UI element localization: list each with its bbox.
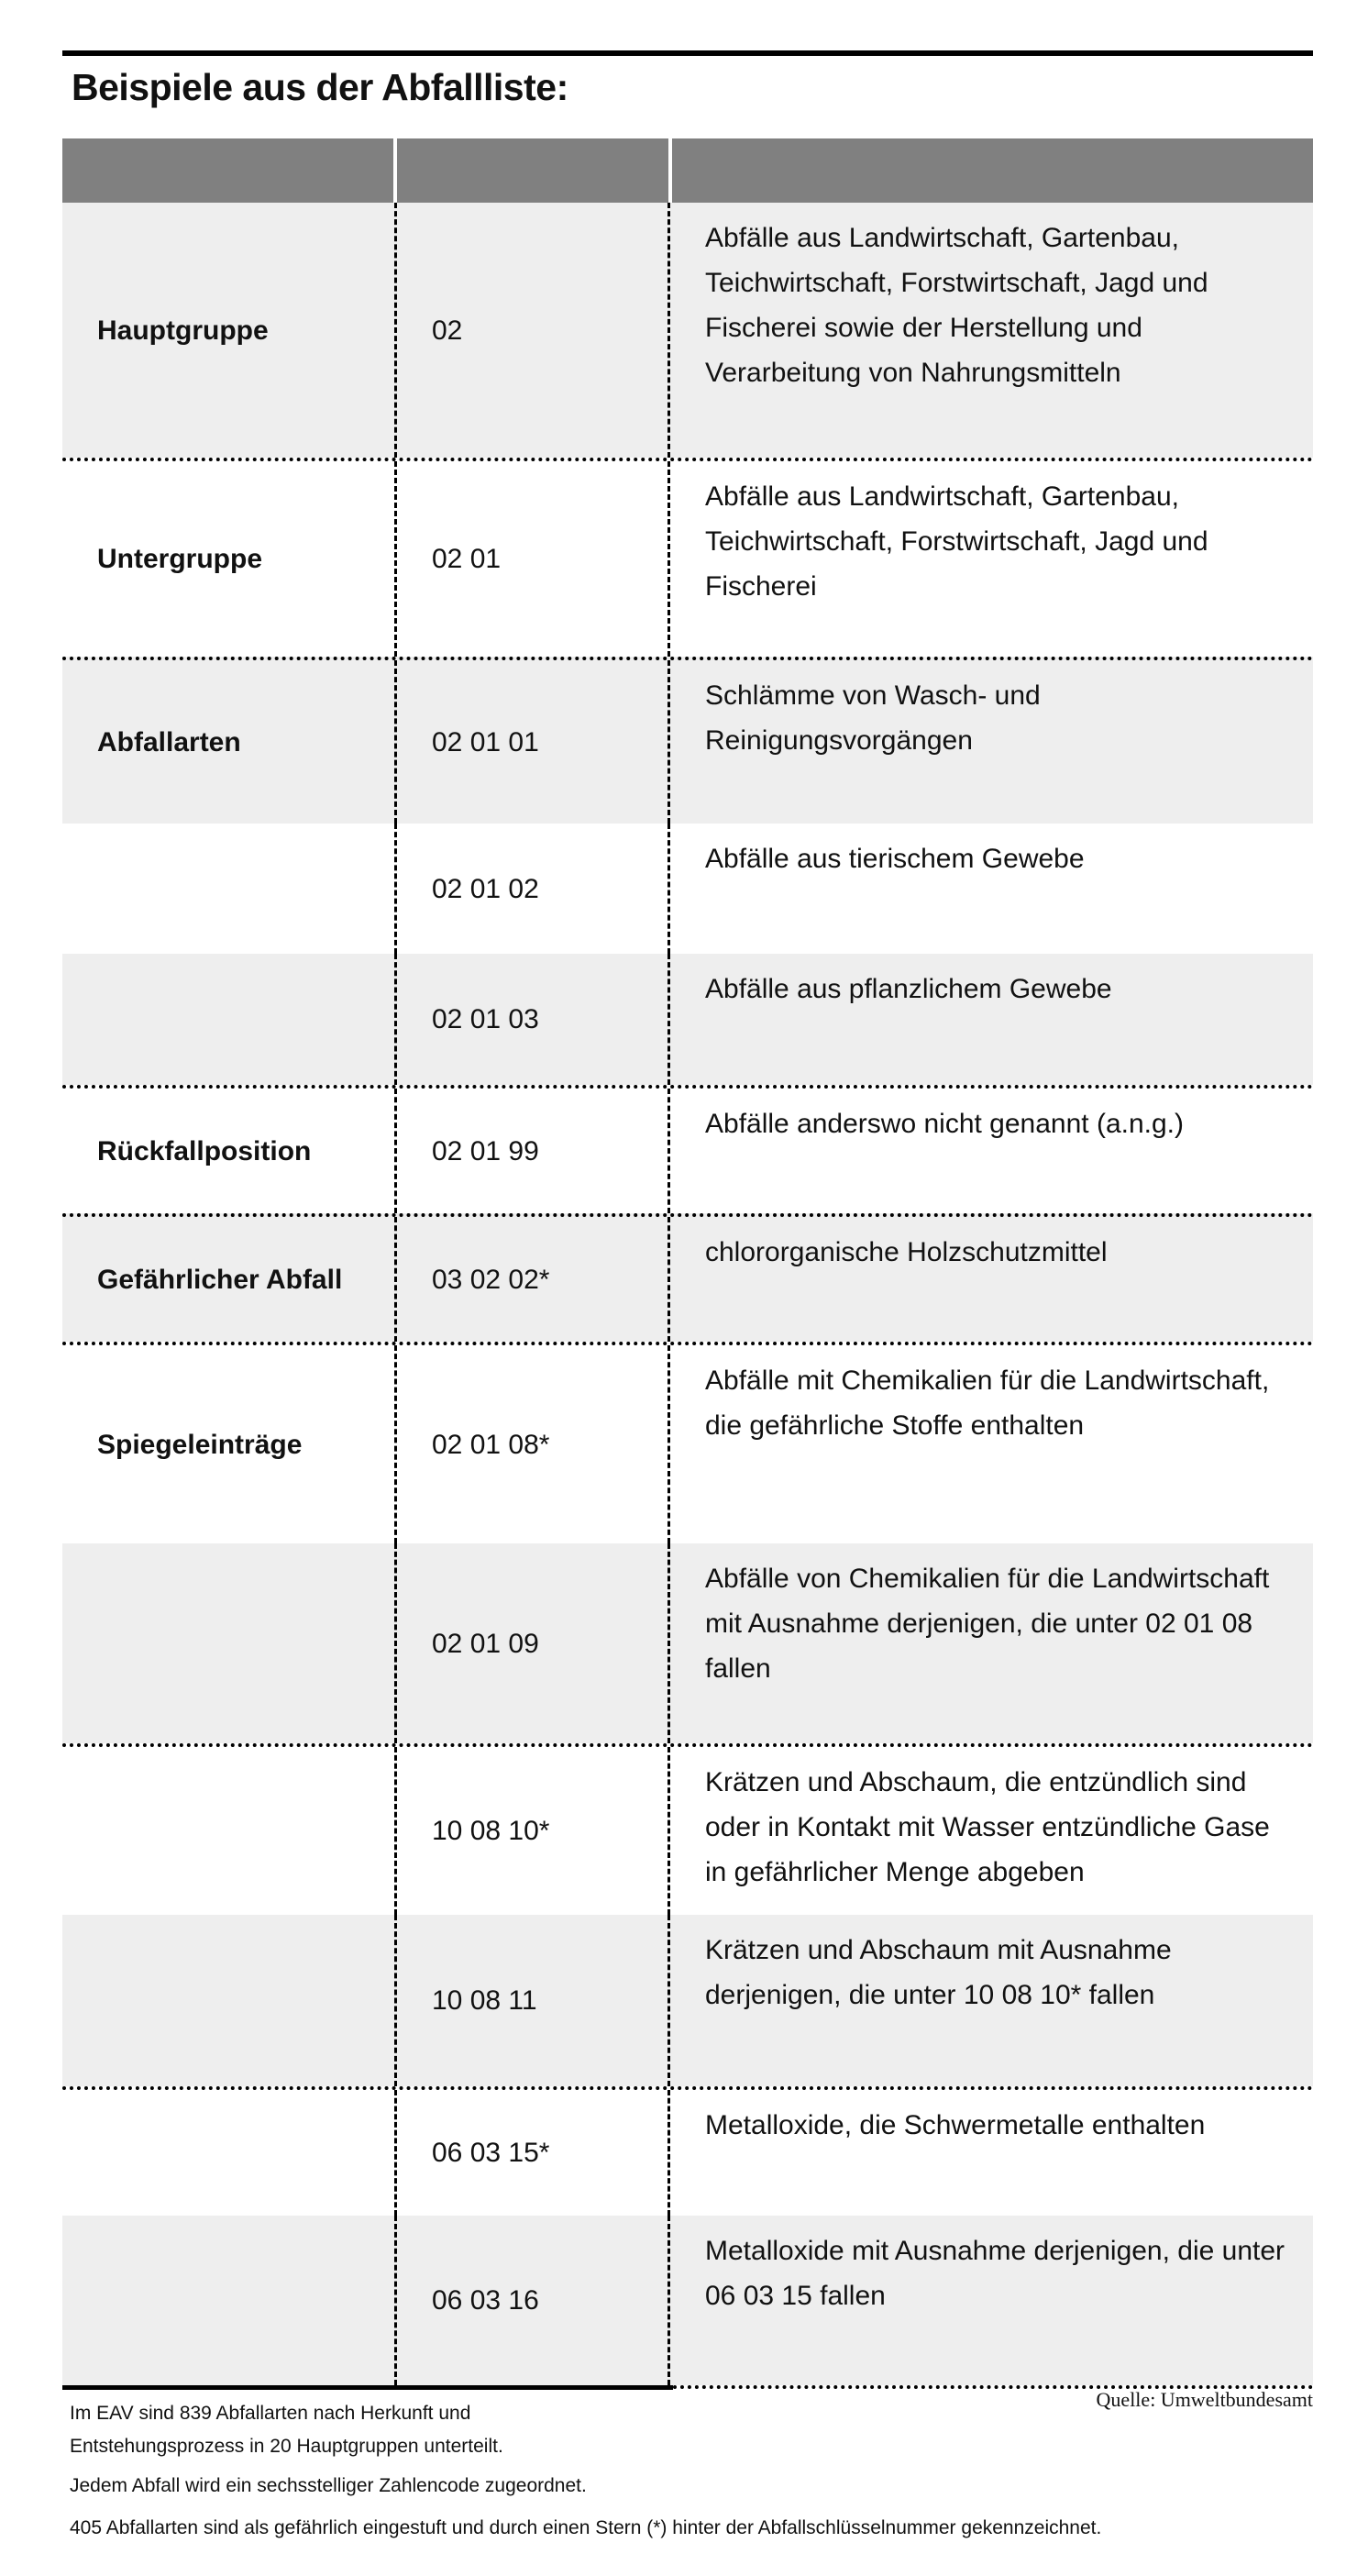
code-cell-text: 02 01 08* xyxy=(432,1429,550,1460)
description-cell-text: chlororganische Holzschutzmittel xyxy=(705,1237,1108,1267)
table-body: Hauptgruppe 02 Abfälle aus Landwirtschaft,… xyxy=(62,203,1313,2385)
header-cell-category xyxy=(62,138,394,203)
code-cell-text: 06 03 15* xyxy=(432,2138,550,2168)
code-cell-text: 02 01 09 xyxy=(432,1628,539,1659)
description-cell: Abfälle mit Chemikalien für die Landwirt… xyxy=(667,1345,1309,1543)
code-cell: 02 01 02 xyxy=(394,824,667,954)
category-cell-text: Untergruppe xyxy=(97,544,262,574)
description-cell: Metalloxide mit Ausnahme derjenigen, die… xyxy=(667,2216,1309,2385)
description-cell: Abfälle aus pflanzlichem Gewebe xyxy=(667,954,1309,1085)
description-cell-text: Abfälle mit Chemikalien für die Landwirt… xyxy=(705,1365,1270,1441)
category-cell: Untergruppe xyxy=(62,461,394,657)
footer-note: Entstehungsprozess in 20 Hauptgruppen un… xyxy=(70,2436,503,2457)
page-title: Beispiele aus der Abfallliste: xyxy=(72,66,568,108)
description-cell-text: Krätzen und Abschaum mit Ausnahme derjen… xyxy=(705,1935,1172,2010)
table-header xyxy=(62,138,1313,203)
table-row: Abfallarten 02 01 01 Schlämme von Wasch- u… xyxy=(62,657,1313,824)
code-cell-text: 03 02 02* xyxy=(432,1264,550,1295)
code-cell-text: 02 01 03 xyxy=(432,1004,539,1034)
code-cell: 02 01 99 xyxy=(394,1089,667,1213)
table-row: 02 01 09 Abfälle von Chemikalien für die … xyxy=(62,1543,1313,1743)
code-cell: 02 xyxy=(394,203,667,458)
category-cell-text: Abfallarten xyxy=(97,726,241,757)
description-cell: chlororganische Holzschutzmittel xyxy=(667,1217,1309,1342)
code-cell-text: 02 xyxy=(432,315,463,346)
source-note: Quelle: Umweltbundesamt xyxy=(1096,2388,1313,2411)
top-rule xyxy=(62,50,1313,56)
table-row: Rückfallposition 02 01 99 Abfälle anderswo… xyxy=(62,1085,1313,1213)
code-cell-text: 02 01 xyxy=(432,544,502,574)
category-cell-text: Spiegeleinträge xyxy=(97,1429,303,1460)
description-cell-text: Abfälle aus Landwirtschaft, Gartenbau, T… xyxy=(705,481,1208,602)
category-cell xyxy=(62,824,394,954)
header-cell-code xyxy=(397,138,669,203)
table-row: Gefährlicher Abfall 03 02 02* chlororganis… xyxy=(62,1213,1313,1342)
footer-note: Jedem Abfall wird ein sechsstelliger Zah… xyxy=(70,2475,587,2496)
category-cell xyxy=(62,1915,394,2086)
code-cell: 02 01 03 xyxy=(394,954,667,1085)
category-cell: Gefährlicher Abfall xyxy=(62,1217,394,1342)
category-cell: Rückfallposition xyxy=(62,1089,394,1213)
description-cell-text: Abfälle aus pflanzlichem Gewebe xyxy=(705,974,1112,1004)
description-cell: Abfälle anderswo nicht genannt (a.n.g.) xyxy=(667,1089,1309,1213)
table-row: Spiegeleinträge 02 01 08* Abfälle mit Che… xyxy=(62,1342,1313,1543)
category-cell xyxy=(62,2090,394,2216)
table-row: 02 01 03 Abfälle aus pflanzlichem Gewebe xyxy=(62,954,1313,1085)
description-cell: Krätzen und Abschaum, die entzündlich si… xyxy=(667,1747,1309,1915)
footer-note: 405 Abfallarten sind als gefährlich eing… xyxy=(70,2517,1102,2538)
code-cell: 03 02 02* xyxy=(394,1217,667,1342)
table-row: 06 03 16 Metalloxide mit Ausnahme derjeni… xyxy=(62,2216,1313,2385)
description-cell-text: Abfälle anderswo nicht genannt (a.n.g.) xyxy=(705,1109,1184,1139)
description-cell: Abfälle aus tierischem Gewebe xyxy=(667,824,1309,954)
table-row: 02 01 02 Abfälle aus tierischem Gewebe xyxy=(62,824,1313,954)
description-cell-text: Abfälle aus tierischem Gewebe xyxy=(705,844,1085,874)
category-cell xyxy=(62,1747,394,1915)
description-cell-text: Metalloxide mit Ausnahme derjenigen, die… xyxy=(705,2236,1285,2311)
description-cell-text: Abfälle von Chemikalien für die Landwirt… xyxy=(705,1564,1270,1684)
code-cell-text: 10 08 11 xyxy=(432,1985,537,2016)
code-cell-text: 02 01 01 xyxy=(432,726,539,757)
description-cell-text: Schlämme von Wasch- und Reinigungsvorgän… xyxy=(705,680,1041,756)
header-cell-description xyxy=(672,138,1313,203)
category-cell: Spiegeleinträge xyxy=(62,1345,394,1543)
code-cell: 02 01 01 xyxy=(394,660,667,824)
description-cell: Abfälle aus Landwirtschaft, Gartenbau, T… xyxy=(667,461,1309,657)
waste-list-table: Hauptgruppe 02 Abfälle aus Landwirtschaft,… xyxy=(62,138,1313,2390)
category-cell xyxy=(62,1543,394,1743)
code-cell: 10 08 10* xyxy=(394,1747,667,1915)
category-cell: Abfallarten xyxy=(62,660,394,824)
footer-note: Im EAV sind 839 Abfallarten nach Herkunf… xyxy=(70,2403,471,2424)
code-cell-text: 02 01 99 xyxy=(432,1135,539,1166)
code-cell: 02 01 xyxy=(394,461,667,657)
code-cell: 10 08 11 xyxy=(394,1915,667,2086)
category-cell-text: Hauptgruppe xyxy=(97,315,269,346)
description-cell: Metalloxide, die Schwermetalle enthalten xyxy=(667,2090,1309,2216)
description-cell: Krätzen und Abschaum mit Ausnahme derjen… xyxy=(667,1915,1309,2086)
table-row: 10 08 10* Krätzen und Abschaum, die entzü… xyxy=(62,1743,1313,1915)
table-row: 06 03 15* Metalloxide, die Schwermetalle … xyxy=(62,2086,1313,2216)
description-cell: Abfälle von Chemikalien für die Landwirt… xyxy=(667,1543,1309,1743)
category-cell xyxy=(62,954,394,1085)
description-cell: Abfälle aus Landwirtschaft, Gartenbau, T… xyxy=(667,203,1309,458)
description-cell: Schlämme von Wasch- und Reinigungsvorgän… xyxy=(667,660,1309,824)
category-cell xyxy=(62,2216,394,2385)
code-cell: 06 03 16 xyxy=(394,2216,667,2385)
category-cell: Hauptgruppe xyxy=(62,203,394,458)
table-row: Hauptgruppe 02 Abfälle aus Landwirtschaft,… xyxy=(62,203,1313,458)
description-cell-text: Krätzen und Abschaum, die entzündlich si… xyxy=(705,1767,1270,1887)
code-cell-text: 06 03 16 xyxy=(432,2285,539,2316)
code-cell: 02 01 09 xyxy=(394,1543,667,1743)
category-cell-text: Gefährlicher Abfall xyxy=(97,1264,343,1295)
category-cell-text: Rückfallposition xyxy=(97,1135,312,1166)
code-cell: 02 01 08* xyxy=(394,1345,667,1543)
code-cell: 06 03 15* xyxy=(394,2090,667,2216)
code-cell-text: 10 08 10* xyxy=(432,1816,550,1846)
description-cell-text: Metalloxide, die Schwermetalle enthalten xyxy=(705,2110,1206,2140)
code-cell-text: 02 01 02 xyxy=(432,873,539,904)
table-bottom-rule xyxy=(62,2385,1313,2390)
table-row: 10 08 11 Krätzen und Abschaum mit Ausnahm… xyxy=(62,1915,1313,2086)
table-row: Untergruppe 02 01 Abfälle aus Landwirtscha… xyxy=(62,458,1313,657)
description-cell-text: Abfälle aus Landwirtschaft, Gartenbau, T… xyxy=(705,223,1208,388)
